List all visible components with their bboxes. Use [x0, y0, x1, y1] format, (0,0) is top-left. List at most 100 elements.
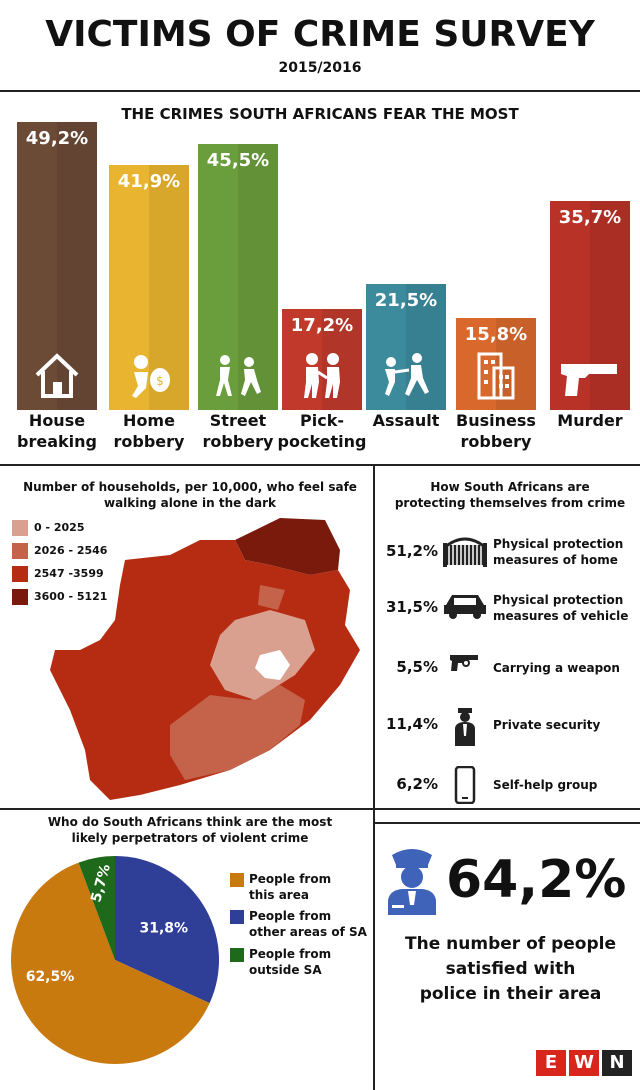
gate-icon	[440, 533, 490, 571]
pie-slice	[115, 856, 219, 1004]
protect-item-label: measures of vehicle	[493, 609, 629, 623]
protect-item-text: Self-help group	[493, 777, 597, 793]
bar-value-label: 41,9%	[117, 171, 181, 192]
divider	[0, 808, 640, 810]
bar-housebreaking: 49,2%	[17, 122, 97, 410]
pie-legend-label: outside SA	[249, 963, 322, 977]
logo-letter: E	[536, 1050, 566, 1076]
protect-item-text: Physical protection measures of vehicle	[493, 592, 628, 624]
bar-category-label: Home robbery	[99, 410, 199, 452]
pie-legend-swatch	[230, 948, 244, 962]
bar-value-label: 49,2%	[25, 128, 89, 149]
protect-item-label: Carrying a weapon	[493, 661, 620, 675]
bar-pickpocketing: 17,2%	[282, 309, 362, 410]
protect-item-value: 31,5%	[385, 598, 438, 616]
pie-legend-label: other areas of SA	[249, 925, 367, 939]
map-legend-swatch	[12, 589, 28, 605]
protect-item-value: 11,4%	[385, 715, 438, 733]
map-legend-label: 0 - 2025	[34, 521, 85, 534]
bar-value-label: 17,2%	[290, 315, 354, 336]
caption-line: The number of people	[405, 934, 616, 954]
bar-category-label-line: House	[28, 411, 86, 430]
map-region-medium	[170, 685, 305, 780]
fear-bar-labels: House breaking Home robbery Street robbery Pic…	[0, 410, 640, 460]
pie-slice-label: 62,5%	[26, 969, 75, 985]
page-subtitle: 2015/2016	[278, 60, 362, 76]
caption-line: satisfied with	[445, 959, 576, 979]
pie-legend-label: this area	[249, 888, 309, 902]
perpetrator-pie-chart: 62,5%31,8%5,7%	[11, 856, 219, 1064]
divider	[0, 90, 640, 92]
svg-text:$: $	[156, 374, 164, 388]
map-legend-swatch	[12, 566, 28, 582]
protect-title-line: How South Africans are	[430, 480, 590, 494]
map-title-line: Number of households, per 10,000, who fe…	[23, 480, 357, 494]
protect-item-text: Physical protection measures of home	[493, 536, 623, 568]
assault-icon	[379, 350, 433, 404]
protect-title: How South Africans are protecting themse…	[385, 479, 635, 511]
protect-item-label: Private security	[493, 718, 601, 732]
police-officer-icon	[388, 849, 436, 915]
protect-item-text: Carrying a weapon	[493, 660, 620, 676]
pie-legend-label: People from	[249, 872, 332, 886]
protect-item-value: 5,5%	[396, 658, 438, 676]
police-satisfaction-value: 64,2%	[446, 850, 627, 910]
map-legend-label: 2026 - 2546	[34, 544, 108, 557]
bar-value-label: 15,8%	[464, 324, 528, 345]
map-legend-swatch	[12, 520, 28, 536]
pie-legend-swatch	[230, 873, 244, 887]
perp-title-line: likely perpetrators of violent crime	[71, 831, 309, 845]
lesotho-shape	[255, 650, 290, 680]
pickpocket-icon	[297, 350, 347, 404]
bar-businessrobbery: 15,8%	[456, 318, 536, 410]
bar-homerobbery: 41,9% $	[109, 165, 189, 410]
bar-category-label-line: Business	[456, 411, 536, 430]
pie-legend-swatch	[230, 910, 244, 924]
map-title-line: walking alone in the dark	[103, 496, 277, 510]
bar-value-label: 35,7%	[558, 207, 622, 228]
bar-assault: 21,5%	[366, 284, 446, 410]
gun-icon	[440, 649, 490, 677]
protect-item-label: Physical protection	[493, 593, 624, 607]
protect-title-line: protecting themselves from crime	[394, 496, 626, 510]
bar-category-label: Business robbery	[446, 410, 546, 452]
pie-slice-label: 31,8%	[139, 921, 188, 937]
map-legend-label: 3600 - 5121	[34, 590, 108, 603]
street-robbery-icon	[211, 350, 265, 404]
divider	[0, 464, 640, 466]
perp-title: Who do South Africans think are the most…	[10, 814, 370, 846]
logo-letter: W	[569, 1050, 599, 1076]
protect-item-label: Physical protection	[493, 537, 624, 551]
police-satisfaction-caption: The number of people satisfied with poli…	[383, 932, 638, 1007]
page-title: VICTIMS OF CRIME SURVEY	[45, 14, 595, 55]
pie-legend-text: People from other areas of SA	[249, 908, 367, 940]
map-legend-label: 2547 -3599	[34, 567, 104, 580]
car-icon	[440, 589, 490, 623]
bar-category-label-line: Assault	[372, 411, 440, 430]
bar-category-label: House breaking	[7, 410, 107, 452]
bar-value-label: 45,5%	[206, 150, 270, 171]
bar-category-label: Pick-pocketing	[272, 410, 372, 452]
fear-bar-chart: 49,2% 41,9% $45,5% 17,2% 21,5% 15,8% 35,7%	[0, 120, 640, 410]
pie-legend-label: People from	[249, 909, 332, 923]
map-legend-swatch	[12, 543, 28, 559]
pie-slice	[78, 856, 115, 960]
bar-category-label-line: robbery	[202, 432, 274, 451]
protect-item-label: Self-help group	[493, 778, 598, 792]
bar-category-label: Murder	[540, 410, 640, 452]
logo-letter: N	[602, 1050, 632, 1076]
phone-icon	[440, 765, 490, 808]
south-africa-map	[50, 518, 360, 800]
bar-value-label: 21,5%	[374, 290, 438, 311]
protect-item-value: 51,2%	[385, 542, 438, 560]
map-title: Number of households, per 10,000, who fe…	[10, 479, 370, 511]
pie-legend-text: People from outside SA	[249, 946, 331, 978]
bar-category-label: Assault	[356, 410, 456, 452]
bar-streetrobbery: 45,5%	[198, 144, 278, 410]
map-region-medium	[258, 585, 285, 610]
bar-category-label-line: robbery	[113, 432, 185, 451]
security-guard-icon	[440, 706, 490, 750]
bar-category-label-line: breaking	[17, 432, 97, 451]
divider	[373, 822, 640, 824]
building-icon	[476, 350, 516, 404]
